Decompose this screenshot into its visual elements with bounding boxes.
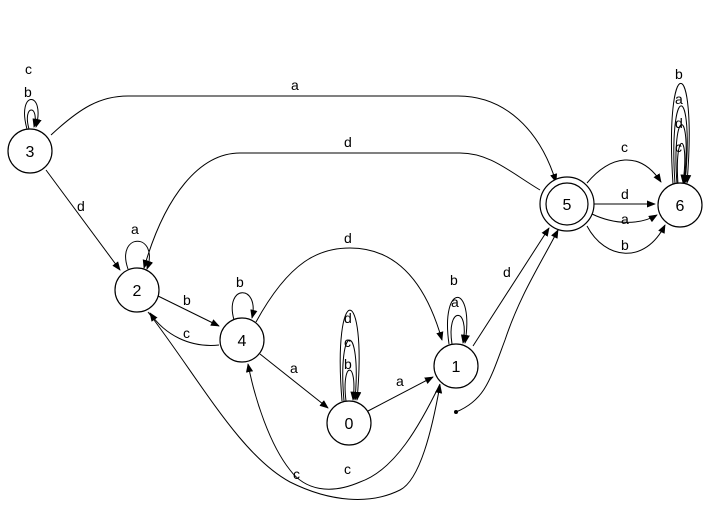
edge-label-5-6-a: a (621, 211, 629, 227)
state-label-6: 6 (676, 198, 685, 215)
edge-label-6-6-b: b (675, 66, 683, 82)
edge-label-0-1-a: a (396, 373, 404, 389)
state-label-2: 2 (133, 283, 142, 300)
edge-4-2-c (149, 312, 220, 346)
edge-6-6-a (673, 105, 690, 185)
edge-0-0-c (342, 339, 360, 402)
edge-6-6-b (670, 82, 692, 185)
edge-1-1-b (447, 297, 470, 345)
edge-label-1-5-d: d (503, 264, 511, 280)
edge-4-1-d (255, 247, 444, 341)
state-3: 3 (7, 128, 53, 174)
edge-0-1-a (367, 376, 434, 412)
edge-label-1-1-b: b (450, 272, 458, 288)
edge-5-6-c (586, 159, 662, 184)
edge-2-4-b (157, 295, 220, 327)
edge-5-6-a (591, 213, 658, 223)
edge-label-5-6-b: b (621, 237, 629, 253)
edge-label-4-0-a: a (290, 360, 298, 376)
edge-3-5-a (50, 95, 558, 183)
edge-label-6-6-d: d (675, 115, 683, 131)
state-6: 6 (657, 182, 703, 228)
edge-6-6-d (675, 124, 689, 185)
edge-label-0-0-b: b (344, 356, 352, 372)
edge-label-2-2-a: a (131, 221, 139, 237)
state-4: 4 (219, 317, 265, 363)
edge-1-4-c (246, 363, 441, 490)
state-1: 1 (433, 343, 479, 389)
edge-1-5-d (472, 227, 550, 347)
edge-label-2-4-b: b (183, 292, 191, 308)
edge-label-5-6-d: d (621, 186, 629, 202)
edge-4-0-a (259, 353, 329, 409)
edge-label-5-6-c: c (621, 139, 628, 155)
edge-label-3-3-c: c (25, 61, 32, 77)
state-label-5: 5 (563, 197, 572, 214)
edge-2-2-a (125, 240, 154, 270)
edge-label-3-3-b: b (24, 84, 32, 100)
edge-label-4-1-d: d (344, 230, 352, 246)
edge-4-4-b (231, 292, 258, 321)
edge-start-5 (455, 229, 559, 413)
state-label-1: 1 (452, 359, 461, 376)
edge-5-6-b (586, 224, 666, 254)
state-2: 2 (114, 267, 160, 313)
state-label-4: 4 (238, 333, 247, 350)
state-0: 0 (326, 400, 372, 446)
state-label-3: 3 (26, 144, 35, 161)
state-5-accepting: 5 (539, 176, 595, 232)
state-label-0: 0 (345, 416, 354, 433)
edge-label-1-4-c: c (344, 461, 351, 477)
edge-5-2-d (142, 152, 541, 269)
edge-0-0-b (344, 369, 358, 402)
edge-label-3-5-a: a (291, 77, 299, 93)
edge-6-6-c (676, 142, 688, 185)
edge-label-4-4-b: b (236, 274, 244, 290)
edge-label-1-1-a: a (451, 294, 459, 310)
edge-label-0-0-c: c (344, 334, 351, 350)
edge-2-1-c (147, 311, 443, 500)
edge-3-2-d (45, 169, 121, 271)
edge-label-6-6-c: c (675, 139, 682, 155)
edge-label-6-6-a: a (675, 91, 683, 107)
edge-label-0-0-d: d (344, 310, 352, 326)
edge-3-3-c (24, 99, 42, 130)
edge-label-2-1-c: c (293, 466, 300, 482)
edge-3-3-b (26, 109, 40, 130)
edge-0-0-d (339, 309, 362, 402)
edge-1-1-a (450, 315, 469, 345)
edge-label-4-2-c: c (183, 325, 190, 341)
edge-label-5-2-d: d (344, 134, 352, 150)
edge-label-3-2-d: d (77, 198, 85, 214)
